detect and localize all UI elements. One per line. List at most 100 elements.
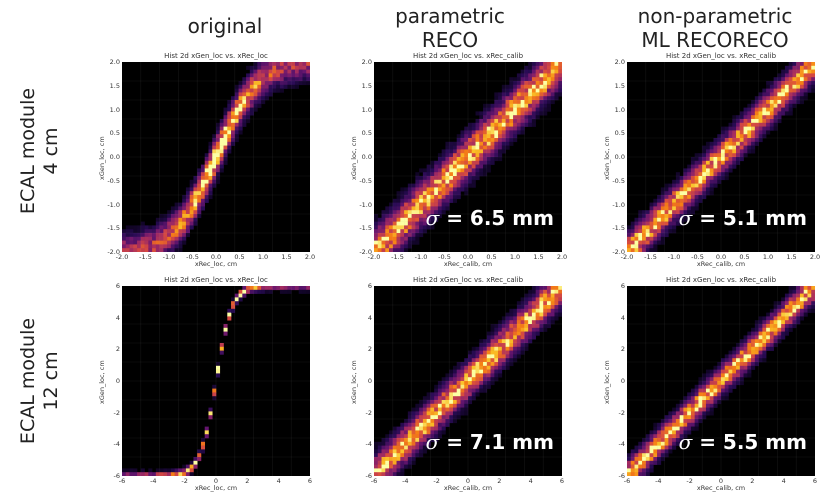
heatmap-cell [231,130,236,135]
heatmap-cell [460,388,465,393]
heatmap-cell [479,126,484,131]
heatmap-cell [528,69,533,74]
heatmap-cell [122,468,127,473]
heatmap-cell [528,327,533,332]
heatmap-cell [501,84,506,89]
heatmap-cell [807,62,812,67]
heatmap-cell [291,81,296,86]
heatmap-cell [426,426,431,431]
heatmap-cell [694,198,699,203]
heatmap-cell [713,377,718,382]
heatmap-cell [471,153,476,158]
heatmap-cell [698,415,703,420]
heatmap-cell [479,160,484,165]
heatmap-cell [422,229,427,234]
heatmap-cell [445,373,450,378]
heatmap-cell [479,145,484,150]
heatmap-cell [728,138,733,143]
sigma-symbol: σ [678,206,693,230]
heatmap-cell [687,198,692,203]
y-tick-label: 1.5 [109,81,120,90]
heatmap-cell [664,221,669,226]
heatmap-cell [690,396,695,401]
y-tick-label: 6 [367,282,372,290]
heatmap-cell [664,229,669,234]
heatmap-cell [668,183,673,188]
heatmap-cell [452,153,458,158]
heatmap-cell [664,438,669,443]
heatmap-cell [216,134,221,139]
heatmap-cell [498,138,503,143]
heatmap-cell [306,65,310,70]
heatmap-cell [509,126,514,131]
heatmap-cell [743,138,748,143]
heatmap-cell [374,233,379,238]
heatmap-cell [422,441,427,446]
heatmap-cell [490,362,495,367]
heatmap-cell [129,468,134,473]
heatmap-cell [690,422,695,427]
heatmap-cell [170,214,175,219]
heatmap-cell [287,77,292,82]
heatmap-cell [672,415,677,420]
heatmap-cell [434,187,439,192]
heatmap-cell [728,354,733,359]
heatmap-cell [709,373,714,378]
heatmap-cell [170,244,175,249]
heatmap-cell [460,141,465,146]
heatmap-cell [705,183,711,188]
heatmap-cell [471,377,476,382]
heatmap-cell [501,343,506,348]
heatmap-cell [724,141,729,146]
heatmap-cell [140,472,145,476]
heatmap-cell [509,350,514,355]
x-tick-label: 0.5 [486,253,497,261]
heatmap-cell [400,441,405,446]
heatmap-cell [546,305,552,310]
heatmap-cell [204,426,209,431]
heatmap-cell [396,214,401,219]
heatmap-cell [449,160,454,165]
heatmap-cell [535,73,540,78]
heatmap-cell [679,206,684,211]
heatmap-cell [159,233,164,238]
heatmap-cell [475,126,480,131]
y-axis-label: xGen_loc, cm [603,136,611,180]
heatmap-cell [762,111,767,116]
heatmap-cell [498,324,503,329]
heatmap-cell [200,191,206,196]
heatmap-cell [781,327,786,332]
heatmap-cell [400,430,405,435]
heatmap-cell [728,373,733,378]
heatmap-cell [449,396,454,401]
x-tick-label: 1.5 [281,253,292,261]
heatmap-cell [133,468,138,473]
heatmap-cell [690,176,695,181]
heatmap-cell [513,316,518,321]
heatmap-cell [520,100,525,105]
heatmap-cell [253,92,258,97]
heatmap-cell [630,464,635,469]
heatmap-cell [234,301,239,306]
heatmap-cell [253,81,258,86]
heatmap-cell [437,415,442,420]
heatmap-cell [460,411,465,416]
heatmap-cell [762,126,767,131]
heatmap-cell [419,183,424,188]
heatmap-cell [713,179,718,184]
heatmap-cell [479,141,484,146]
heatmap-cell [509,134,514,139]
heatmap-cell [702,381,707,386]
heatmap-cell [509,343,514,348]
heatmap-cell [133,233,138,238]
heatmap-cell [634,460,639,465]
heatmap-cell [246,286,251,291]
heatmap-cell [769,308,774,313]
heatmap-cell [509,331,514,336]
heatmap-cell [694,392,699,397]
heatmap-cell [638,214,643,219]
heatmap-cell [721,369,726,374]
heatmap-cell [516,301,521,306]
heatmap-cell [664,233,669,238]
heatmap-cell [721,384,726,389]
